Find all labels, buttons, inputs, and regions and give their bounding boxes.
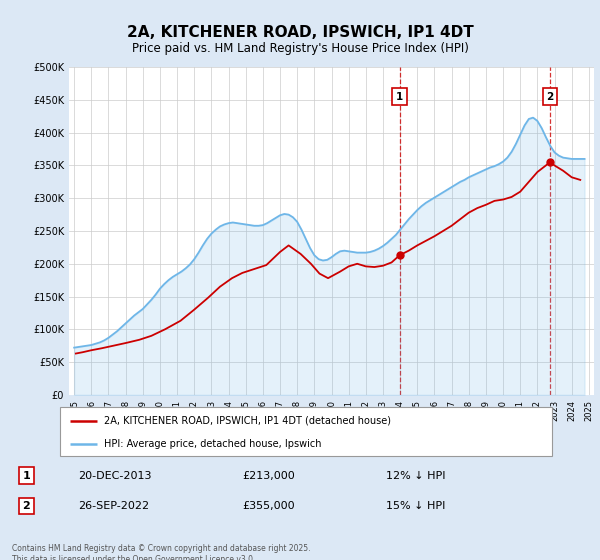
Text: 2A, KITCHENER ROAD, IPSWICH, IP1 4DT (detached house): 2A, KITCHENER ROAD, IPSWICH, IP1 4DT (de…	[104, 416, 391, 426]
Text: HPI: Average price, detached house, Ipswich: HPI: Average price, detached house, Ipsw…	[104, 439, 322, 449]
Text: 20-DEC-2013: 20-DEC-2013	[78, 470, 152, 480]
Text: £213,000: £213,000	[242, 470, 295, 480]
Text: Contains HM Land Registry data © Crown copyright and database right 2025.
This d: Contains HM Land Registry data © Crown c…	[12, 544, 311, 560]
Text: 2: 2	[547, 92, 554, 102]
Text: 26-SEP-2022: 26-SEP-2022	[78, 501, 149, 511]
Text: 15% ↓ HPI: 15% ↓ HPI	[386, 501, 446, 511]
Text: 1: 1	[23, 470, 30, 480]
Text: 2A, KITCHENER ROAD, IPSWICH, IP1 4DT: 2A, KITCHENER ROAD, IPSWICH, IP1 4DT	[127, 25, 473, 40]
Text: £355,000: £355,000	[242, 501, 295, 511]
Text: 12% ↓ HPI: 12% ↓ HPI	[386, 470, 446, 480]
Text: 1: 1	[396, 92, 403, 102]
Text: Price paid vs. HM Land Registry's House Price Index (HPI): Price paid vs. HM Land Registry's House …	[131, 42, 469, 55]
Text: 2: 2	[23, 501, 30, 511]
